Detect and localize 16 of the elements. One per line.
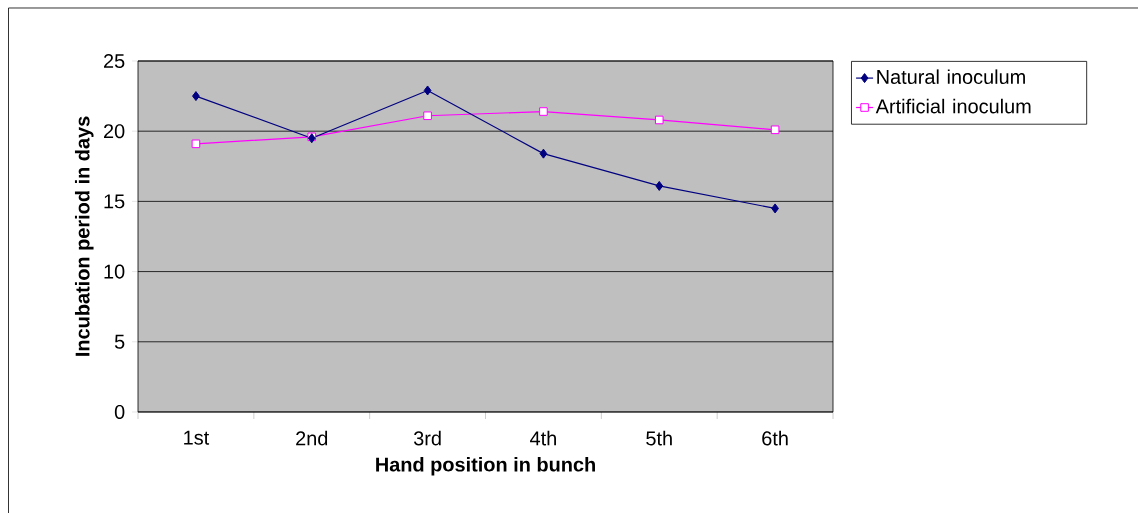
x-tick-label: 1st bbox=[184, 430, 210, 445]
x-tick-label: 4th bbox=[530, 430, 556, 446]
legend-label: Natural inoculum bbox=[877, 69, 1025, 85]
y-tick-label: 0 bbox=[114, 404, 125, 420]
y-tick-label: 10 bbox=[104, 264, 125, 279]
x-tick-label: 3rd bbox=[413, 430, 441, 446]
x-axis-title: Hand position in bunch bbox=[376, 456, 595, 476]
y-tick-label: 5 bbox=[114, 334, 125, 349]
y-tick-label: 25 bbox=[104, 53, 125, 69]
x-tick-label: 6th bbox=[762, 430, 788, 446]
legend-label: Artificial inoculum bbox=[875, 98, 1031, 114]
x-tick-label: 5th bbox=[646, 430, 672, 446]
y-axis-title: Incubation period in days bbox=[74, 116, 94, 356]
y-tick-label: 15 bbox=[104, 194, 125, 209]
y-tick-label: 20 bbox=[104, 124, 125, 139]
x-tick-label: 2nd bbox=[296, 430, 328, 446]
